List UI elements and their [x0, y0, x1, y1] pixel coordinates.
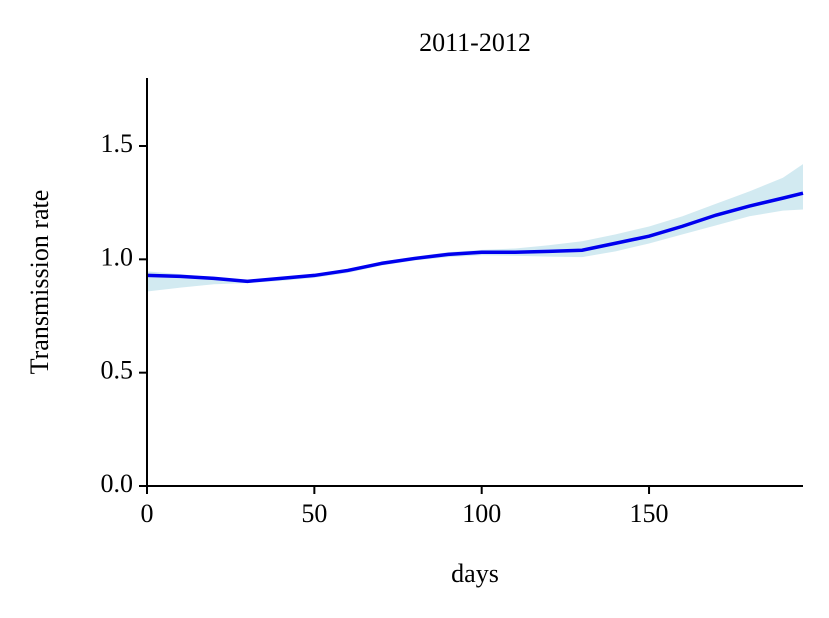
line [146, 191, 804, 284]
y-tick-label: 1.5 [101, 129, 134, 158]
y-tick-label: 0.0 [101, 469, 134, 498]
x-axis-label: days [451, 559, 499, 588]
x-tick-label: 100 [462, 499, 501, 528]
x-tick-label: 0 [141, 499, 154, 528]
x-tick-label: 50 [301, 499, 327, 528]
y-axis-label: Transmission rate [25, 190, 54, 375]
y-tick-label: 1.0 [101, 242, 134, 271]
chart-title: 2011-2012 [419, 28, 531, 57]
confidence-band [147, 164, 803, 292]
y-tick-label: 0.5 [101, 356, 134, 385]
x-tick-label: 150 [630, 499, 669, 528]
